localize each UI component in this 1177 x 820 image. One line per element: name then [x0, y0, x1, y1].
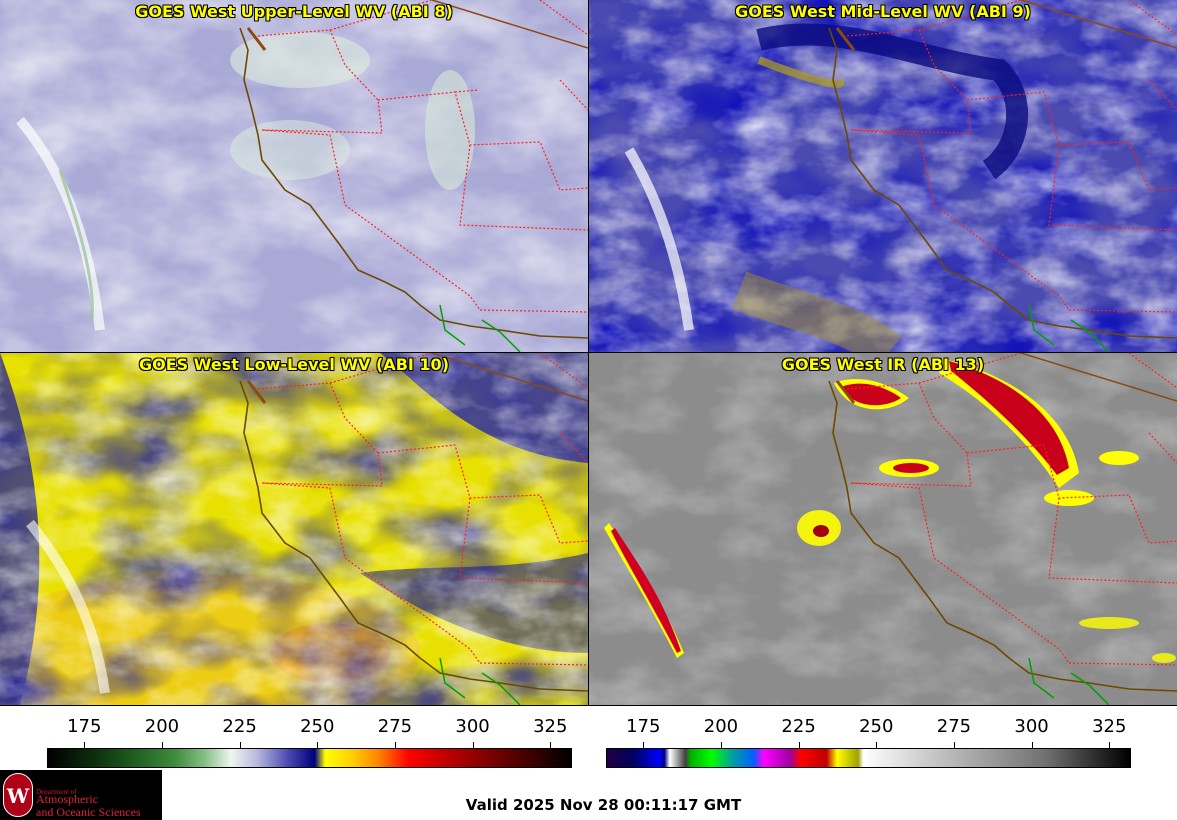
colorbar-tick	[720, 742, 722, 748]
wv-tick-label: 250	[300, 716, 335, 737]
ir-tick-label: 250	[859, 716, 894, 737]
wv-tick-label: 175	[67, 716, 102, 737]
colorbar-tick	[472, 742, 474, 748]
state-borders	[257, 0, 588, 313]
cold-cloud-tops	[604, 358, 1176, 663]
wv-tick-label: 300	[455, 716, 490, 737]
ir-tick-label: 225	[781, 716, 816, 737]
state-borders	[846, 353, 1177, 666]
uw-aos-logo: W Department of Atmospheric and Oceanic …	[0, 770, 162, 820]
panel-title: GOES West Upper-Level WV (ABI 8)	[135, 2, 453, 21]
coastline	[239, 27, 588, 339]
wv-tick-label: 225	[222, 716, 257, 737]
logo-department-of: Department of	[36, 788, 77, 796]
wv-colorbar	[47, 748, 572, 768]
uw-seal-icon: W	[3, 773, 33, 817]
colorbar-tick	[643, 742, 645, 748]
colorbar-tick	[550, 742, 552, 748]
ir-tick-label: 300	[1014, 716, 1049, 737]
panel-divider-horizontal	[0, 352, 1177, 353]
wv-tick-label: 275	[377, 716, 413, 737]
panel-divider-vertical	[588, 0, 589, 706]
colorbar-tick	[84, 742, 86, 748]
coastline	[828, 27, 1177, 339]
ir-tick-label: 200	[703, 716, 739, 737]
panel-title: GOES West Mid-Level WV (ABI 9)	[735, 2, 1031, 21]
colorbar-tick	[1031, 742, 1033, 748]
panel-title: GOES West IR (ABI 13)	[781, 355, 985, 374]
panel-divider-bottom	[0, 705, 1177, 706]
panel-mid-level-wv: GOES West Mid-Level WV (ABI 9)	[589, 0, 1177, 352]
mexico-border	[439, 304, 521, 352]
colorbar-tick	[394, 742, 396, 748]
ir-tick-label: 175	[626, 716, 661, 737]
colorbar-tick	[876, 742, 878, 748]
ir-colorbar	[606, 748, 1131, 768]
panel-ir: GOES West IR (ABI 13)	[589, 353, 1177, 705]
wv-tick-label: 200	[144, 716, 180, 737]
colorbar-tick	[1109, 742, 1111, 748]
upper-level-wv-image	[0, 0, 588, 352]
ir-tick-label: 275	[936, 716, 972, 737]
state-borders	[846, 0, 1177, 313]
canada-border	[431, 0, 588, 49]
logo-line-2: and Oceanic Sciences	[36, 805, 141, 819]
colorbar-tick	[161, 742, 163, 748]
wv-tick-label: 325	[533, 716, 568, 737]
panel-upper-level-wv: GOES West Upper-Level WV (ABI 8)	[0, 0, 588, 352]
panel-low-level-wv: GOES West Low-Level WV (ABI 10)	[0, 353, 588, 705]
colorbar-tick	[317, 742, 319, 748]
coastline	[239, 380, 588, 692]
coastline	[828, 380, 1177, 692]
colorbar-tick	[798, 742, 800, 748]
state-borders	[257, 353, 588, 666]
ir-tick-label: 325	[1092, 716, 1127, 737]
panel-title: GOES West Low-Level WV (ABI 10)	[138, 355, 449, 374]
mid-level-wv-image	[589, 0, 1177, 352]
low-level-wv-image	[0, 353, 588, 705]
valid-time: Valid 2025 Nov 28 00:11:17 GMT	[465, 796, 742, 814]
colorbar-tick	[953, 742, 955, 748]
ir-image	[589, 353, 1177, 705]
colorbar-tick	[239, 742, 241, 748]
logo-line-1: Atmospheric	[36, 792, 98, 806]
